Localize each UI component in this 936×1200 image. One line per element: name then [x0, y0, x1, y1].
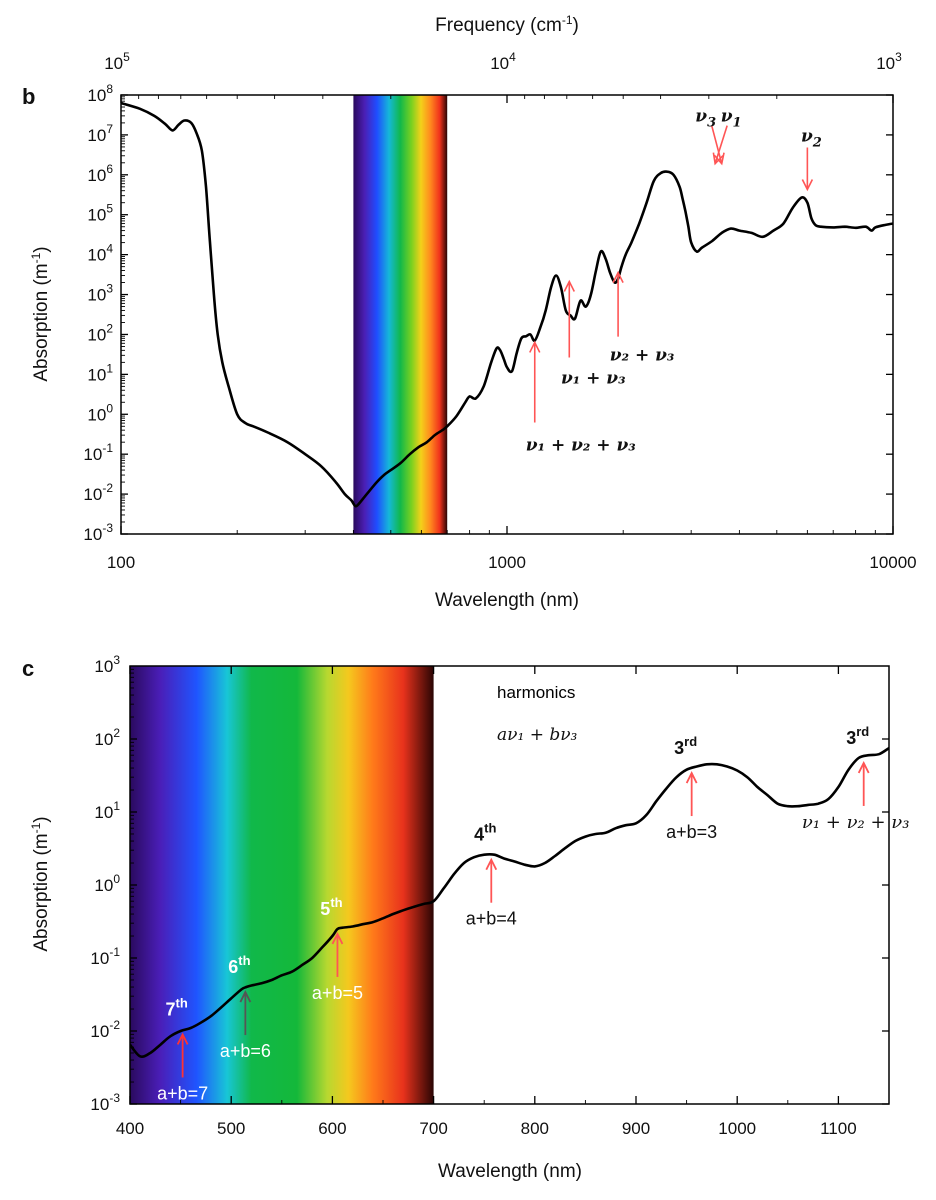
y-tick-label-b: 101 — [87, 361, 113, 384]
nu2-arrow-head — [801, 179, 814, 192]
ord3b-order-label: 3rd — [846, 724, 869, 748]
top-axis-label: Frequency (cm-1) — [435, 13, 579, 36]
x-tick-label-c: 1100 — [820, 1119, 857, 1138]
x-tick-label-b: 1000 — [488, 553, 526, 572]
ord4-arrow-head — [485, 857, 498, 871]
nu1nu3-label: ν₁ + ν₃ — [561, 369, 626, 389]
y-axis-label-c: Absorption (m-1) — [29, 816, 52, 951]
y-tick-label-b: 10-1 — [83, 441, 113, 464]
y-tick-label-b: 106 — [87, 162, 113, 185]
y-tick-label-b: 10-3 — [83, 521, 113, 544]
ord3a-sum-label: a+b=3 — [666, 822, 717, 842]
ticks-b: 108 107 106 105 104 103 102 101 100 10-1 10-2 10-3 1… — [83, 50, 916, 572]
top-tick-label: 103 — [876, 50, 902, 73]
nu1nu2nu3-label: ν₁ + ν₂ + ν₃ — [526, 435, 636, 455]
panel-b-label: b — [22, 84, 35, 109]
visible-spectrum-band-c — [130, 666, 434, 1104]
y-tick-label-c: 10-2 — [90, 1018, 120, 1041]
y-tick-label-c: 103 — [94, 653, 120, 676]
ord6-order-label: 6th — [228, 953, 250, 977]
harmonics-legend: harmonics — [497, 683, 575, 702]
y-tick-label-b: 108 — [87, 82, 113, 105]
y-tick-label-b: 107 — [87, 122, 113, 145]
x-axis-label-b: Wavelength (nm) — [435, 590, 579, 611]
x-tick-label-c: 1000 — [718, 1119, 756, 1138]
y-tick-label-b: 100 — [87, 401, 113, 424]
x-tick-label-c: 400 — [116, 1119, 144, 1138]
ord5-arrow-head — [331, 931, 344, 945]
x-tick-label-c: 600 — [318, 1119, 346, 1138]
annotations-c: 3rd a+b=3 3rd ν₁ + ν₂ + ν₃ 4th a+b=4 5th a+b=5 6… — [157, 724, 909, 1103]
x-tick-label-c: 800 — [521, 1119, 549, 1138]
ord3b-arrow-head — [857, 760, 870, 774]
ord3a-order-label: 3rd — [674, 734, 697, 758]
ord5-order-label: 5th — [320, 895, 342, 919]
x-tick-label-c: 900 — [622, 1119, 650, 1138]
nu2nu3-arrow-head — [612, 270, 624, 284]
y-tick-label-c: 10-3 — [90, 1091, 120, 1114]
nu1nu2nu3-arrow-head — [529, 340, 541, 353]
ticks-c: 103 102 101 100 10-1 10-2 10-3 400 500 600 700 800 9… — [90, 653, 889, 1138]
y-tick-label-c: 100 — [94, 872, 120, 895]
absorption-curve-b — [121, 101, 893, 508]
nu1nu3-arrow-head — [563, 279, 576, 292]
ord4-order-label: 4th — [474, 821, 496, 845]
x-tick-label-b: 10000 — [869, 553, 916, 572]
ord7-sum-label: a+b=7 — [157, 1083, 208, 1103]
ord6-arrow-head — [239, 990, 252, 1003]
nu3-label: ν3 — [695, 107, 716, 131]
nu3-arrow-shaft — [710, 125, 723, 164]
nu1-arrow-shaft — [714, 125, 728, 164]
panel-c: c 3rd a+b=3 3rd ν₁ + ν₂ + ν₃ 4th a+b=4 5th a+b=… — [22, 653, 909, 1182]
plot-frame-b — [120, 94, 894, 535]
ord3a-arrow-head — [685, 771, 698, 784]
y-tick-label-b: 105 — [87, 202, 113, 225]
absorption-curve-c — [130, 746, 889, 1058]
ord7-arrow-head — [176, 1032, 189, 1045]
y-tick-label-c: 101 — [94, 799, 120, 822]
ord4-sum-label: a+b=4 — [466, 909, 517, 929]
nu1-label: ν1 — [721, 107, 742, 131]
x-tick-label-c: 700 — [419, 1119, 447, 1138]
y-tick-label-c: 10-1 — [90, 945, 120, 968]
y-tick-label-b: 102 — [87, 321, 113, 344]
annotations-b: ν3 ν1 ν2 ν₂ + ν₃ ν₁ + ν₃ ν₁ + ν₂ + ν₃ — [526, 107, 822, 456]
x-tick-label-c: 500 — [217, 1119, 245, 1138]
harmonics-formula: aν₁ + bν₃ — [497, 725, 578, 745]
y-tick-label-c: 102 — [94, 726, 120, 749]
y-tick-label-b: 103 — [87, 282, 113, 305]
top-tick-label: 104 — [490, 50, 516, 73]
y-axis-label-b: Absorption (m-1) — [29, 246, 52, 381]
y-tick-label-b: 10-2 — [83, 481, 113, 504]
top-tick-label: 105 — [104, 50, 130, 73]
x-tick-label-b: 100 — [107, 553, 135, 572]
ord6-sum-label: a+b=6 — [220, 1041, 271, 1061]
nu2nu3-label: ν₂ + ν₃ — [610, 346, 675, 366]
ord7-order-label: 7th — [165, 995, 187, 1019]
nu2-label: ν2 — [801, 127, 822, 151]
nu1-arrow-head — [712, 152, 724, 166]
ord5-sum-label: a+b=5 — [312, 983, 363, 1003]
y-tick-label-b: 104 — [87, 242, 113, 265]
ord3b-sum-label: ν₁ + ν₂ + ν₃ — [802, 812, 910, 833]
panel-c-label: c — [22, 656, 34, 681]
visible-spectrum-band-b — [353, 95, 448, 534]
x-axis-label-c: Wavelength (nm) — [438, 1161, 582, 1182]
